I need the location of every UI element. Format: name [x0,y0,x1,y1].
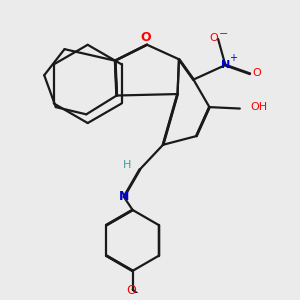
Text: O: O [140,31,151,44]
Text: H: H [123,160,131,170]
Text: OH: OH [250,102,267,112]
Text: N: N [119,190,129,203]
Text: +: + [229,53,237,63]
Text: N: N [221,60,230,70]
Text: O: O [252,68,261,78]
Text: −: − [219,29,229,39]
Text: O: O [209,33,218,43]
Text: O: O [126,284,136,297]
